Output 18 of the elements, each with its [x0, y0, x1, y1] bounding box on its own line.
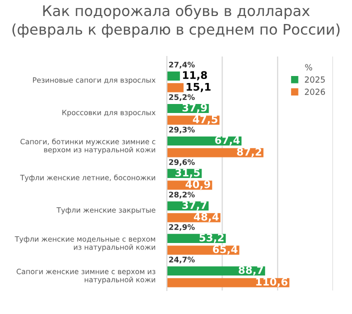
data-label: 11,8 [183, 71, 207, 80]
data-label: 15,1 [186, 82, 211, 92]
legend-label: 2026 [304, 88, 325, 95]
data-label: 87,2 [237, 148, 262, 158]
data-label: 47,5 [192, 115, 218, 125]
data-label: 88,7 [238, 266, 263, 276]
legend-title: % [305, 64, 312, 70]
data-label: 53,2 [200, 234, 224, 243]
data-label: 65,4 [212, 245, 238, 255]
data-label: 48,4 [194, 212, 219, 222]
bar [166, 71, 180, 81]
data-label: 37,7 [182, 201, 206, 210]
bar [166, 83, 184, 92]
legend-label: 2025 [304, 76, 325, 83]
data-label: 31,5 [175, 168, 200, 178]
data-label: 40,9 [186, 180, 210, 190]
data-label: 110,6 [256, 278, 288, 288]
chart-title: Как подорожала обувь в долларах (февраль к февралю в среднем по России) [12, 4, 340, 38]
